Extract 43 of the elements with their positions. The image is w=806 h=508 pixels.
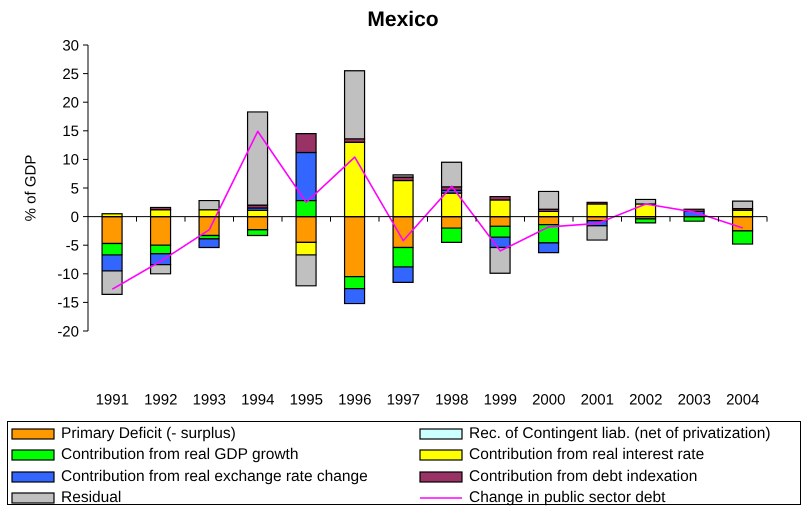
y-tick-label: 10 [62, 152, 79, 169]
x-tick-label: 1998 [435, 392, 468, 408]
y-tick-label: 30 [62, 37, 79, 54]
x-tick-label: 1993 [192, 392, 226, 408]
legend-label: Contribution from real interest rate [469, 446, 704, 464]
chart-title: Mexico [366, 8, 440, 32]
bar [440, 162, 462, 188]
y-tick-label: -15 [57, 294, 79, 312]
x-tick-label: 1992 [144, 392, 178, 408]
legend-label: Contribution from debt indexation [469, 468, 698, 486]
legend-label: Contribution from real exchange rate change [61, 468, 368, 486]
bar [198, 238, 220, 248]
y-tick-label: -10 [57, 266, 79, 284]
x-tick-label: 2002 [629, 392, 662, 408]
legend-label: Change in public sector debt [469, 489, 666, 508]
y-tick-label: -20 [57, 323, 79, 340]
y-tick-label: 5 [70, 180, 79, 198]
bar [246, 111, 268, 206]
bar [344, 70, 366, 140]
x-tick-label: 2004 [726, 392, 760, 408]
x-tick-label: 1997 [386, 392, 420, 408]
x-tick-label: 2001 [580, 392, 614, 408]
x-tick-label: 1991 [96, 392, 129, 408]
y-tick-label: 20 [62, 94, 79, 112]
legend-label: Contribution from real GDP growth [61, 446, 298, 464]
x-tick-label: 2000 [532, 392, 566, 408]
legend-label: Rec. of Contingent liab. (net of privatization) [469, 424, 771, 443]
y-axis-title: % of GDP [22, 154, 40, 222]
x-tick-label: 1996 [338, 392, 372, 408]
y-tick-label: 15 [62, 123, 79, 140]
x-tick-label: 1994 [241, 392, 274, 408]
x-tick-label: 1995 [290, 392, 323, 408]
bar [732, 200, 754, 210]
bar [392, 174, 414, 178]
legend-label: Residual [61, 489, 122, 508]
x-tick-label: 1999 [484, 392, 517, 408]
line-series [111, 130, 744, 290]
y-tick-label: 25 [62, 66, 79, 83]
y-tick-label: 0 [70, 208, 79, 226]
y-tick-label: -5 [66, 238, 79, 255]
bar [538, 190, 560, 210]
x-tick-label: 2003 [678, 392, 711, 408]
legend-label: Primary Deficit (- surplus) [61, 424, 236, 443]
